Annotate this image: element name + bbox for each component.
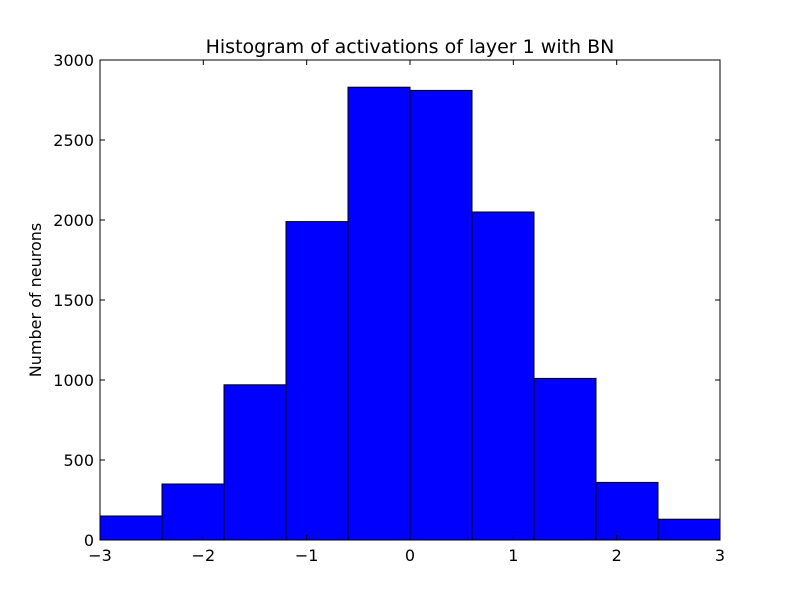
histogram-bar bbox=[595, 481, 659, 541]
histogram-bar bbox=[657, 518, 721, 541]
chart-title: Histogram of activations of layer 1 with… bbox=[206, 36, 615, 58]
y-tick-label: 3000 bbox=[53, 51, 94, 70]
y-tick-label: 2500 bbox=[53, 131, 94, 150]
plot-frame bbox=[99, 59, 721, 541]
x-tick-label: 1 bbox=[508, 546, 518, 565]
y-tick-label: 500 bbox=[63, 451, 94, 470]
histogram-bar bbox=[409, 89, 473, 541]
histogram-bar bbox=[533, 377, 597, 541]
y-axis-title: Number of neurons bbox=[26, 223, 45, 377]
histogram-bar bbox=[223, 384, 287, 541]
x-tick-label: −2 bbox=[192, 546, 216, 565]
x-tick-label: 3 bbox=[715, 546, 725, 565]
histogram-bar bbox=[285, 221, 349, 541]
histogram-bar bbox=[99, 515, 163, 541]
x-tick-label: 0 bbox=[405, 546, 415, 565]
histogram-bar bbox=[471, 211, 535, 541]
x-tick-label: −3 bbox=[88, 546, 112, 565]
y-tick-label: 1500 bbox=[53, 291, 94, 310]
ticks-group: −3 −2 −1 0 1 2 3 0 500 1000 1500 2000 2500 3000 bbox=[53, 51, 725, 565]
bars-group bbox=[99, 86, 721, 541]
x-tick-label: −1 bbox=[295, 546, 319, 565]
y-tick-label: 0 bbox=[84, 531, 94, 550]
x-tick-label: 2 bbox=[612, 546, 622, 565]
histogram-bar bbox=[161, 483, 225, 541]
histogram-bar bbox=[347, 86, 411, 541]
y-tick-label: 1000 bbox=[53, 371, 94, 390]
y-tick-label: 2000 bbox=[53, 211, 94, 230]
